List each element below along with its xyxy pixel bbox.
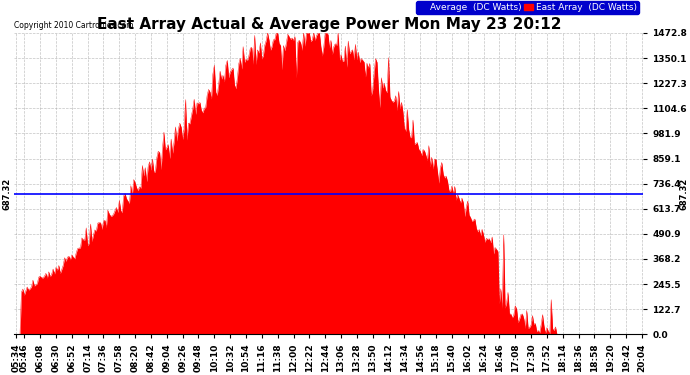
Title: East Array Actual & Average Power Mon May 23 20:12: East Array Actual & Average Power Mon Ma…	[97, 17, 561, 32]
Text: 687.32: 687.32	[2, 177, 11, 210]
Text: Copyright 2010 Cartronics.com: Copyright 2010 Cartronics.com	[14, 21, 134, 30]
Text: 687.32: 687.32	[680, 177, 689, 210]
Legend: Average  (DC Watts), East Array  (DC Watts): Average (DC Watts), East Array (DC Watts…	[416, 1, 639, 14]
